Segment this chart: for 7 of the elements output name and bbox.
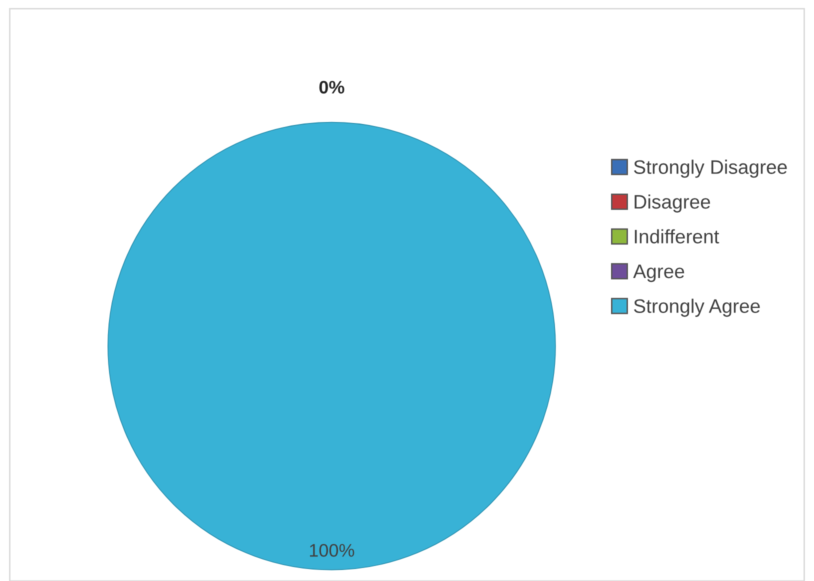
text: 0%: [319, 80, 344, 94]
data-label: 100%: [310, 544, 354, 557]
legend-label: Strongly Disagree: [634, 160, 787, 178]
legend-label: Indifferent: [634, 229, 720, 244]
legend-label: Disagree: [634, 194, 710, 213]
legend-label: Strongly Agree: [634, 298, 760, 317]
legend-label: Agree: [633, 264, 684, 282]
